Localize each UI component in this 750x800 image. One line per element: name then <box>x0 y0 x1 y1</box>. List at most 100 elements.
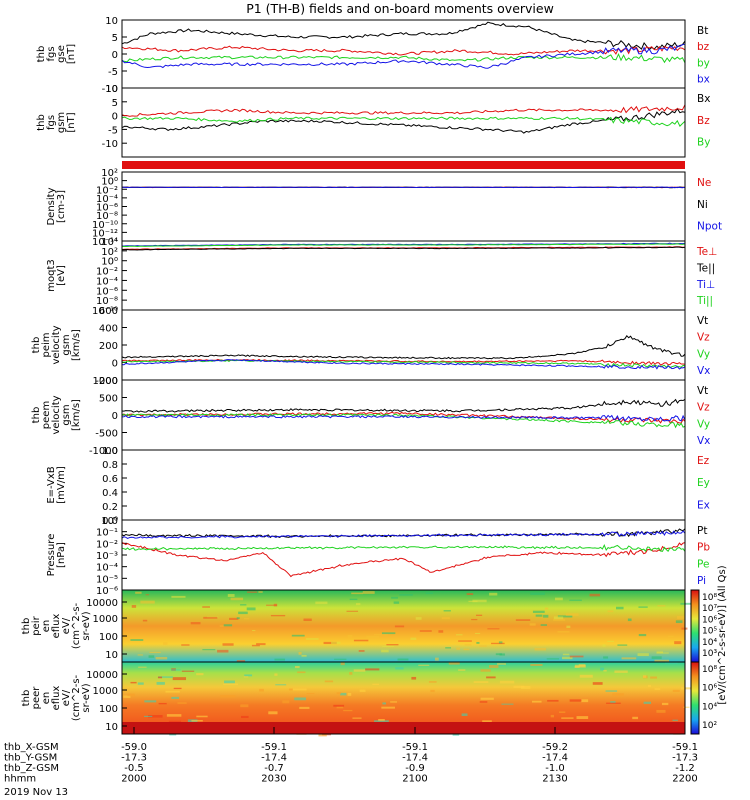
ytick-label: -10 <box>102 84 118 95</box>
ytick-label: 10⁻⁵ <box>96 574 118 585</box>
ytick-label: -5 <box>108 125 118 136</box>
ytick-label: 10⁻⁸ <box>96 211 118 222</box>
spectrogram-texture <box>466 593 474 596</box>
series-peim-velocity-3 <box>121 359 686 370</box>
spectrogram-texture <box>579 674 593 678</box>
spectrogram-texture <box>473 681 489 684</box>
ytick-label: 10⁻³ <box>96 551 118 562</box>
ylabel-line: [cm-3] <box>56 190 67 223</box>
xaxis-value: -17.4 <box>542 753 568 764</box>
ytick-label: 10⁻⁶ <box>96 203 118 214</box>
spectrogram-texture <box>243 618 250 620</box>
spectrogram-texture <box>540 624 548 626</box>
spectrogram-texture <box>156 681 165 685</box>
spectrogram-texture <box>251 644 260 647</box>
spectrogram-texture <box>681 627 688 630</box>
spectrogram-texture <box>647 684 652 688</box>
spectrogram-texture <box>202 606 210 608</box>
spectrogram-texture <box>366 635 380 639</box>
series-fgs-gse-0 <box>121 21 686 51</box>
spectrogram-texture <box>474 632 481 635</box>
ytick-label: 100 <box>99 704 118 715</box>
spectrogram-texture <box>557 615 573 618</box>
spectrogram-texture <box>148 655 155 658</box>
spectrogram-texture <box>274 673 278 676</box>
spectrogram-texture <box>145 594 150 596</box>
spectrogram-texture <box>576 716 589 719</box>
spectrogram-texture <box>637 653 649 657</box>
spectrogram-texture <box>472 599 487 603</box>
series-density-2 <box>121 186 686 189</box>
series-temperature-1 <box>121 246 686 251</box>
spectrogram-texture <box>123 695 131 698</box>
ytick-label: 400 <box>99 324 118 335</box>
spectrogram-texture <box>500 664 504 666</box>
ytick-label: 10⁰ <box>101 257 118 268</box>
spectrogram-texture <box>382 645 394 648</box>
series-pressure-3 <box>121 530 686 539</box>
spectrogram-texture <box>543 614 549 618</box>
ylabel-line: moqt3 <box>46 259 57 292</box>
spectrogram-texture <box>445 647 452 649</box>
xaxis-value: -0.9 <box>405 763 425 774</box>
legend-label: Vz <box>697 332 710 344</box>
spectrogram-texture <box>353 669 366 672</box>
spectrogram-texture <box>520 686 531 689</box>
xaxis-value: -17.3 <box>121 753 147 764</box>
panel-fgs-gse: 10 5 0 -5 -10 Bt bz by bx thb fgs gse [nT] <box>36 16 710 95</box>
spectrogram-texture <box>532 610 545 613</box>
spectrogram-texture <box>425 592 433 594</box>
series-fgs-gse-3 <box>121 43 686 69</box>
legend-label: Te⊥ <box>696 246 717 258</box>
ytick-label: 10⁻¹⁴ <box>92 237 118 248</box>
ylabel-line: eflux <box>51 686 62 711</box>
spectrogram-texture <box>158 676 173 678</box>
series-peem-velocity-0 <box>121 398 686 413</box>
spectrogram-texture <box>219 625 225 627</box>
spectrogram-texture <box>515 619 531 621</box>
ylabel-line: [eV] <box>56 265 67 286</box>
spectrogram-texture <box>259 688 264 692</box>
colorbar-title: [eV/(cm^2-s-sr-eV)] (All Qs) <box>717 565 728 704</box>
spectrogram-texture <box>562 653 570 656</box>
xaxis-value: -59.1 <box>261 742 287 753</box>
ytick-label: 10 <box>105 722 118 733</box>
spectrogram-texture <box>458 669 466 671</box>
colorbar-tick-label: 10⁶ <box>702 684 717 694</box>
spectrogram-texture <box>324 680 334 683</box>
panel-frame <box>121 87 686 158</box>
spectrogram-texture <box>656 651 663 654</box>
ylabel-line: eflux <box>51 614 62 639</box>
xaxis-row-label: thb_X-GSM <box>4 742 59 753</box>
xaxis-value: -59.1 <box>402 742 428 753</box>
spectrogram-texture <box>240 715 249 719</box>
spectrogram-texture <box>340 692 347 696</box>
spectrogram-texture <box>347 635 353 638</box>
legend-label: Ez <box>697 455 710 467</box>
ytick-label: 0.0 <box>102 516 118 527</box>
spectrogram-texture <box>165 690 180 693</box>
ytick-label: -200 <box>95 376 118 387</box>
spectrogram-texture <box>642 675 647 678</box>
spectrogram-texture <box>554 597 563 601</box>
colorbar-tick-label: 10⁶ <box>702 615 717 625</box>
spectrogram-texture <box>435 657 439 661</box>
spectrogram-texture <box>513 685 525 688</box>
series-pressure-2 <box>121 543 686 552</box>
xaxis-value: 2030 <box>261 774 286 785</box>
spectrogram-texture <box>456 634 463 636</box>
spectrogram-texture <box>546 658 560 660</box>
spectrogram-texture <box>664 662 678 664</box>
ytick-label: 10⁻¹² <box>92 228 118 239</box>
spectrogram-texture <box>247 591 258 593</box>
series-pressure-0 <box>121 528 686 539</box>
spectrogram-texture <box>135 591 142 594</box>
spectrogram-texture <box>615 606 624 610</box>
spectrogram-texture <box>534 647 547 651</box>
ylabel-line: thb <box>36 46 47 63</box>
spectrogram-texture <box>346 610 359 612</box>
spectrogram-texture <box>158 702 167 705</box>
colorbar-tick-label: 10⁴ <box>702 702 717 712</box>
spectrogram-texture <box>217 649 229 653</box>
